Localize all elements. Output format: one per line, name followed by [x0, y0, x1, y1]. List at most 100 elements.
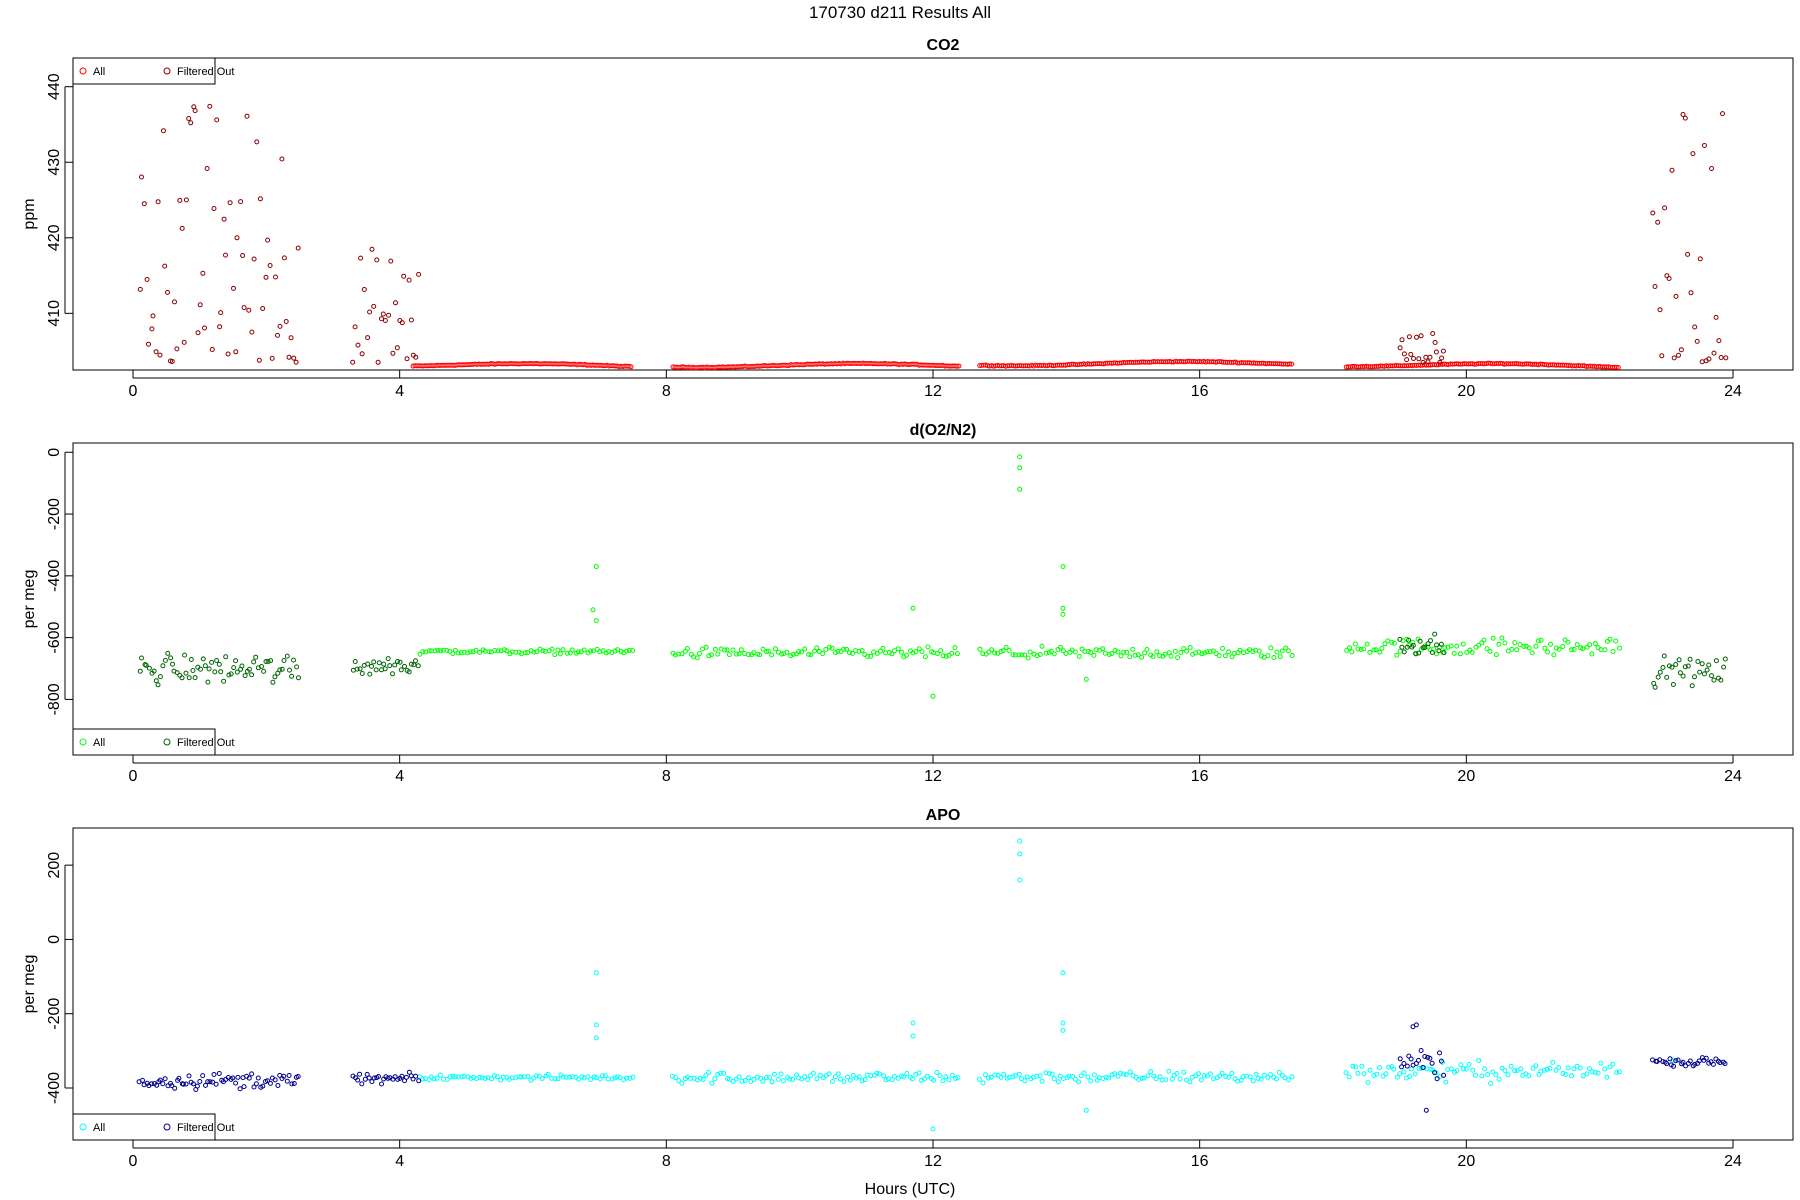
data-point-all — [504, 648, 510, 654]
data-point-filtered — [1404, 357, 1410, 363]
data-point-filtered — [1657, 307, 1663, 313]
data-point-all — [452, 647, 458, 653]
data-point-filtered — [381, 661, 387, 667]
data-point-all — [1037, 1073, 1043, 1079]
data-point-all — [1112, 1071, 1118, 1077]
data-point-all — [1377, 649, 1383, 655]
data-point-all — [1391, 1066, 1397, 1072]
data-point-all — [473, 647, 479, 653]
data-point-filtered — [1701, 671, 1707, 677]
data-point-filtered — [211, 1072, 217, 1077]
data-point-filtered — [1410, 642, 1416, 648]
data-point-filtered — [183, 1081, 189, 1087]
panel-2: APO per meg 0 4 8 12 16 20 24 200 0 -200 -400 All Filt… — [21, 807, 1794, 1170]
data-point-all — [943, 653, 949, 659]
data-point-all — [588, 648, 593, 654]
data-point-all — [1374, 1071, 1380, 1077]
data-point-filtered — [376, 660, 382, 666]
data-point-filtered — [1660, 1059, 1666, 1065]
data-point-all — [924, 1073, 930, 1079]
data-point-all — [1139, 654, 1144, 660]
data-point-all — [1344, 647, 1350, 653]
data-point-all — [751, 1077, 757, 1082]
data-point-filtered — [350, 359, 356, 365]
data-point-filtered — [1423, 354, 1429, 360]
data-point-filtered — [1406, 334, 1412, 340]
data-point-filtered — [242, 673, 248, 679]
data-point-all — [1607, 636, 1613, 642]
data-point-filtered — [143, 662, 149, 668]
data-point-all — [954, 651, 960, 657]
data-point-all — [534, 649, 540, 655]
data-point-filtered — [358, 255, 364, 261]
data-point-filtered — [177, 197, 183, 203]
data-point-filtered — [1685, 251, 1691, 257]
data-point-all — [1162, 651, 1168, 657]
data-point-all — [1279, 648, 1285, 654]
data-point-all — [1027, 649, 1033, 655]
data-point-filtered — [295, 245, 301, 251]
data-point-all — [1482, 1066, 1488, 1072]
data-point-all — [1550, 1059, 1556, 1065]
data-point-filtered — [1399, 644, 1405, 650]
data-point-all — [593, 1035, 599, 1041]
data-point-all — [605, 1076, 611, 1082]
data-point-all — [1103, 1074, 1109, 1080]
data-point-all — [1204, 649, 1210, 655]
x-tick-label: 16 — [1191, 1153, 1209, 1170]
data-point-all — [1526, 1073, 1532, 1079]
data-point-all — [802, 646, 808, 652]
data-point-filtered — [1718, 677, 1724, 683]
data-point-filtered — [406, 669, 412, 675]
data-point-filtered — [395, 659, 400, 664]
data-point-all — [1106, 1075, 1111, 1081]
data-point-all — [1198, 1077, 1204, 1083]
data-point-all — [444, 1076, 450, 1082]
data-point-filtered — [390, 671, 395, 677]
data-point-filtered — [402, 663, 407, 669]
data-point-all — [1187, 645, 1193, 650]
data-point-all — [1060, 648, 1066, 654]
x-tick-label: 12 — [924, 383, 942, 400]
data-point-all — [826, 1071, 832, 1077]
data-point-filtered — [260, 1083, 266, 1089]
data-point-all — [1485, 1072, 1491, 1077]
data-point-all — [1545, 649, 1551, 655]
data-point-all — [1253, 1071, 1259, 1077]
data-point-all — [560, 647, 566, 653]
data-point-all — [432, 648, 438, 654]
data-point-all — [952, 645, 958, 651]
data-point-all — [1141, 1075, 1147, 1081]
data-point-all — [1117, 1070, 1123, 1076]
data-point-all — [765, 648, 771, 654]
data-point-all — [1123, 1072, 1129, 1078]
data-point-all — [1115, 1073, 1121, 1079]
data-point-filtered — [1420, 645, 1426, 651]
data-point-filtered — [1427, 1055, 1433, 1061]
legend-marker — [163, 1123, 171, 1131]
data-point-filtered — [294, 664, 300, 670]
data-point-filtered — [1432, 1070, 1438, 1076]
data-point-all — [892, 648, 897, 654]
data-point-filtered — [249, 1071, 255, 1077]
data-point-all — [715, 651, 721, 657]
data-point-all — [435, 647, 441, 653]
data-point-filtered — [397, 659, 403, 665]
data-point-all — [1347, 645, 1352, 651]
data-point-all — [807, 1073, 813, 1079]
data-point-filtered — [286, 354, 292, 360]
plot-frame — [72, 442, 1794, 756]
data-point-all — [724, 647, 730, 653]
data-point-all — [913, 649, 919, 655]
data-point-filtered — [265, 659, 271, 664]
data-point-all — [522, 650, 528, 656]
data-point-filtered — [401, 273, 407, 279]
data-point-filtered — [234, 669, 240, 675]
data-point-all — [590, 607, 596, 613]
data-point-all — [802, 1074, 808, 1080]
data-point-all — [838, 649, 844, 655]
data-point-all — [560, 1074, 566, 1080]
data-point-all — [1613, 638, 1619, 644]
data-point-filtered — [1685, 663, 1691, 669]
data-point-filtered — [416, 1078, 422, 1084]
